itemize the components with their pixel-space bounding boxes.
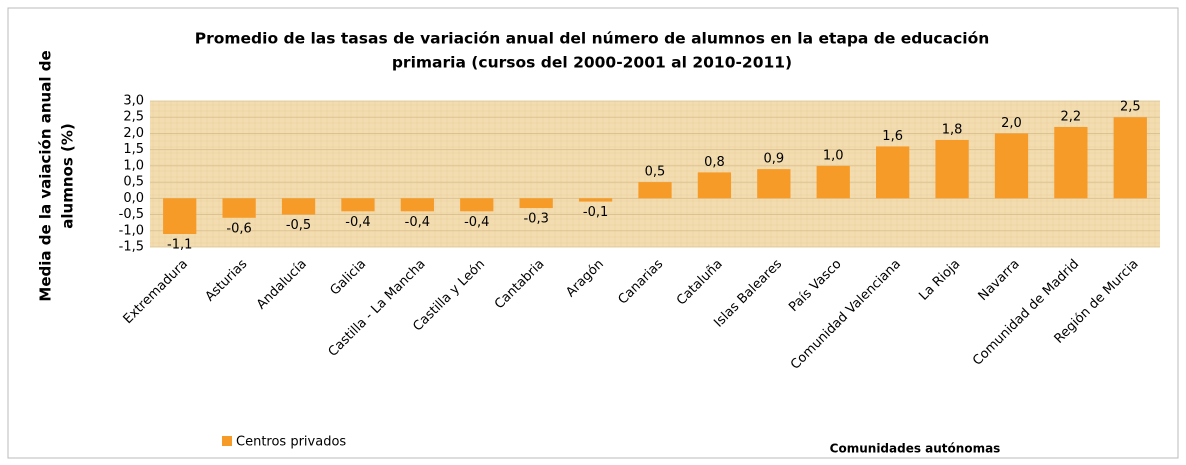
chart-title: primaria (cursos del 2000-2001 al 2010-2…	[392, 54, 792, 72]
plot-area	[150, 101, 1160, 247]
bar	[757, 169, 791, 199]
y-tick-label: 1,0	[123, 158, 144, 173]
bar	[638, 182, 672, 199]
data-label: -0,6	[226, 221, 251, 236]
legend-swatch	[222, 436, 232, 446]
data-label: -0,1	[583, 205, 608, 220]
y-axis-title: Media de la vaiación anual de	[37, 50, 55, 301]
bar	[935, 139, 969, 199]
data-label: 2,0	[1001, 116, 1022, 131]
y-tick-label: 3,0	[123, 94, 144, 109]
bar	[519, 198, 553, 209]
data-label: -0,4	[464, 215, 489, 230]
bar	[994, 133, 1029, 199]
data-label: 1,6	[882, 129, 903, 144]
bar	[460, 198, 494, 212]
y-axis-title: alumnos (%)	[59, 123, 77, 228]
bar	[578, 198, 613, 202]
bar	[697, 172, 732, 199]
y-tick-label: -1,0	[119, 223, 144, 238]
bar	[163, 198, 197, 235]
data-label: -0,5	[286, 218, 311, 233]
y-tick-label: 0,5	[123, 175, 144, 190]
bar	[1113, 117, 1147, 199]
data-label: 0,5	[645, 165, 666, 180]
data-label: 2,5	[1120, 100, 1141, 115]
chart-title: Promedio de las tasas de variación anual…	[195, 30, 990, 48]
bar	[876, 146, 910, 199]
y-tick-label: -1,5	[119, 240, 144, 255]
y-tick-label: -0,5	[119, 207, 144, 222]
bar	[222, 198, 256, 218]
data-label: -0,4	[405, 215, 430, 230]
y-tick-label: 0,0	[123, 191, 144, 206]
x-axis-title: Comunidades autónomas	[830, 442, 1001, 456]
data-label: 1,0	[823, 148, 844, 163]
y-tick-label: 2,5	[123, 110, 144, 125]
bar	[341, 198, 375, 212]
data-label: 0,8	[704, 155, 725, 170]
bar	[816, 165, 850, 199]
data-label: 1,8	[942, 122, 963, 137]
y-tick-label: 2,0	[123, 126, 144, 141]
legend-label: Centros privados	[236, 435, 346, 450]
data-label: -0,4	[345, 215, 370, 230]
y-tick-label: 1,5	[123, 142, 144, 157]
bar	[281, 198, 316, 215]
bar	[1054, 126, 1088, 199]
data-label: 2,2	[1061, 109, 1082, 124]
bar	[400, 198, 434, 212]
data-label: 0,9	[763, 152, 784, 167]
data-label: -1,1	[167, 238, 192, 253]
data-label: -0,3	[523, 212, 548, 227]
